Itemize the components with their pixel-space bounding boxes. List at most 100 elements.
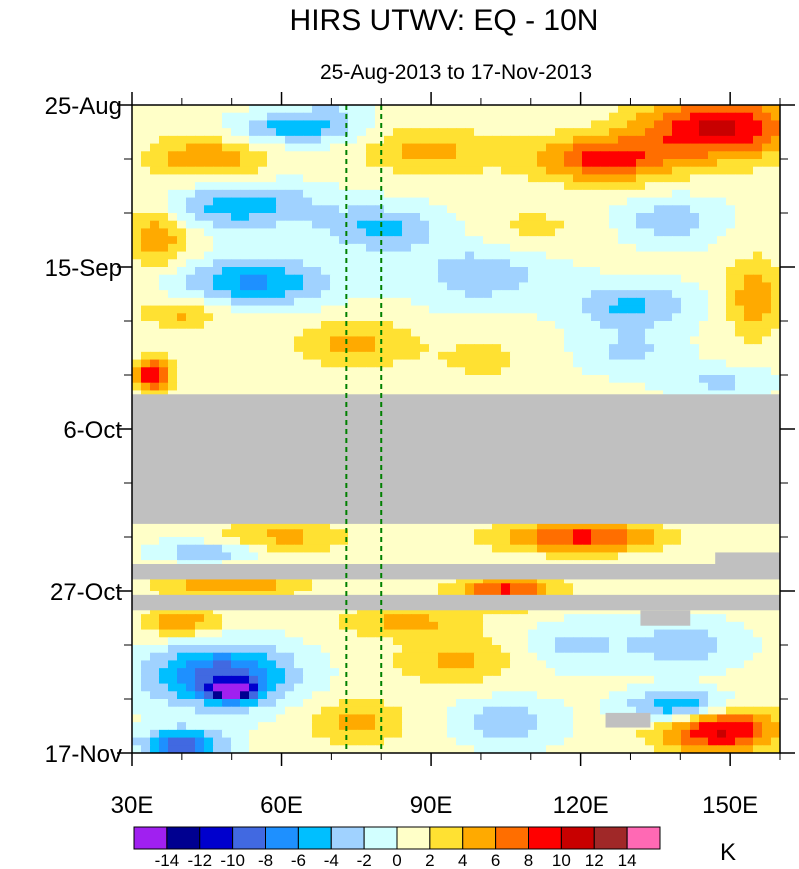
field-cell [393,228,403,237]
field-cell [654,290,664,299]
field-cell [303,251,313,260]
field-cell [177,359,187,368]
field-cell [375,166,385,176]
field-cell [357,189,367,199]
field-cell [510,182,520,191]
field-cell [240,213,250,222]
field-cell [285,290,295,299]
field-cell [771,344,780,353]
field-cell [204,367,214,376]
field-cell [132,328,142,338]
field-cell [213,521,223,530]
field-cell [330,251,340,260]
field-cell [348,313,358,322]
field-cell [222,621,232,631]
field-cell [240,267,250,276]
field-cell [699,321,709,330]
field-cell [726,197,736,206]
field-cell [348,220,358,230]
field-cell [465,128,475,137]
field-cell [699,105,709,114]
field-cell [267,159,277,168]
field-cell [528,575,538,584]
field-cell [708,143,718,152]
field-cell [645,575,655,584]
field-cell [366,205,376,214]
field-cell [186,336,196,345]
field-cell [699,166,709,176]
field-cell [330,382,340,392]
field-cell [384,151,394,160]
field-cell [249,166,259,176]
field-cell [609,297,619,307]
field-cell [537,344,547,353]
field-cell [582,344,592,353]
field-cell [177,328,187,338]
field-cell [195,583,205,592]
field-cell [717,151,727,160]
field-cell [663,135,673,145]
field-cell [258,143,268,152]
field-cell [213,174,223,183]
field-cell [600,336,610,345]
field-cell [564,382,574,392]
field-cell [726,529,736,538]
field-cell [420,351,430,361]
field-cell [447,359,457,368]
field-cell [555,228,565,237]
field-cell [294,236,304,245]
field-cell [465,305,475,314]
field-cell [555,336,565,345]
field-cell [438,544,448,554]
field-cell [663,182,673,191]
field-cell [429,621,439,631]
field-cell [618,182,628,191]
field-cell [429,267,439,276]
field-cell [627,313,637,322]
field-cell [492,297,502,307]
field-cell [303,282,313,291]
field-cell [690,189,700,199]
field-cell [627,174,637,183]
field-cell [609,375,619,384]
field-cell [240,220,250,230]
field-cell [555,359,565,368]
field-cell [132,290,142,299]
field-cell [519,135,529,145]
field-cell [366,621,376,631]
field-cell [357,259,367,268]
field-cell [168,367,178,376]
field-cell [168,544,178,554]
field-cell [321,112,331,122]
field-cell [582,274,592,284]
field-cell [717,382,727,392]
field-cell [735,382,745,392]
field-cell [240,174,250,183]
field-cell [663,521,673,530]
field-cell [573,382,583,392]
field-cell [663,344,673,353]
field-cell [771,151,780,160]
field-cell [132,305,142,314]
field-cell [465,328,475,338]
field-cell [195,166,205,176]
field-cell [519,544,529,554]
field-cell [159,182,169,191]
field-cell [438,529,448,538]
field-cell [213,159,223,168]
field-cell [420,205,430,214]
field-cell [582,251,592,260]
field-cell [375,521,385,530]
field-cell [195,174,205,183]
field-cell [456,135,466,145]
field-cell [492,344,502,353]
field-cell [321,274,331,284]
field-cell [204,143,214,152]
field-cell [159,621,169,631]
field-cell [258,189,268,199]
field-cell [447,529,457,538]
field-cell [456,290,466,299]
field-cell [132,243,142,253]
field-cell [141,174,151,183]
field-cell [150,321,160,330]
